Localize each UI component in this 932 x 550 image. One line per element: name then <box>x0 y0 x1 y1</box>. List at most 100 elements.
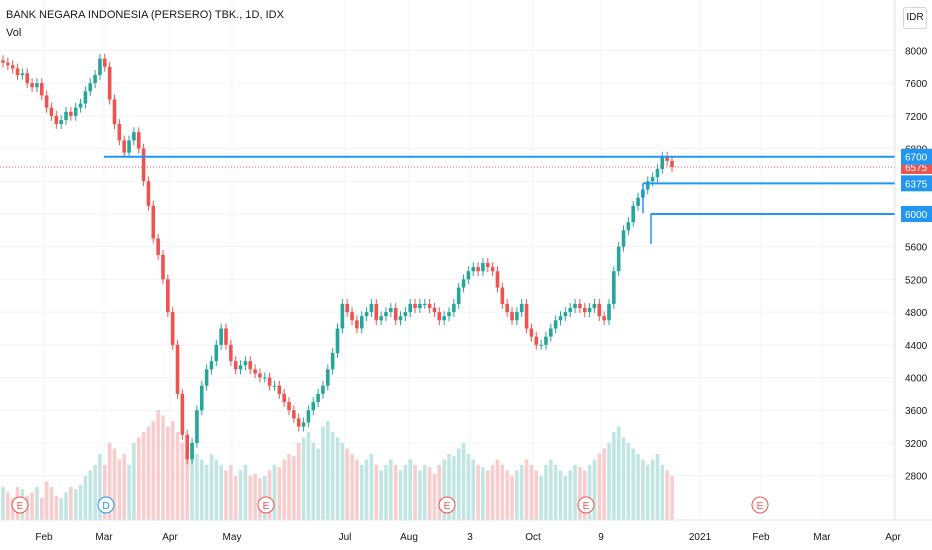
candle-body <box>262 377 267 379</box>
y-tick-label: 5600 <box>905 243 928 254</box>
volume-bar <box>224 470 228 520</box>
candle-body <box>117 124 122 141</box>
event-marker-icon[interactable] <box>751 496 769 514</box>
volume-bar <box>233 476 238 520</box>
candle-body <box>544 336 548 345</box>
volume-bar <box>558 470 563 520</box>
candle-body <box>253 369 257 374</box>
volume-bar <box>93 465 97 520</box>
volume-bar <box>592 459 597 520</box>
candle-body <box>471 267 476 272</box>
volume-bar <box>277 467 282 520</box>
candle-body <box>156 238 160 255</box>
volume-bar <box>59 498 63 520</box>
candle-body <box>587 308 592 313</box>
y-tick-label: 4800 <box>905 308 928 319</box>
volume-bar <box>529 465 534 520</box>
candle-body <box>519 303 524 313</box>
event-marker-label: E <box>17 501 24 512</box>
volume-bar <box>442 459 446 520</box>
event-marker-icon[interactable] <box>97 496 115 514</box>
volume-indicator-label[interactable]: Vol <box>6 27 22 39</box>
candle-body <box>30 83 34 88</box>
volume-bar <box>292 456 296 520</box>
volume-bar <box>117 459 122 520</box>
x-tick-label: Feb <box>752 532 770 543</box>
candle-body <box>292 410 296 419</box>
x-tick-label: 2021 <box>689 532 712 543</box>
candle-body <box>224 328 228 345</box>
event-marker-label: D <box>102 501 109 512</box>
volume-bar <box>195 454 199 520</box>
candle-body <box>73 107 78 116</box>
candle-body <box>461 279 466 288</box>
candle-body <box>170 312 175 345</box>
candle-body <box>636 197 640 206</box>
volume-bar <box>209 454 214 520</box>
candle-body <box>311 402 316 411</box>
volume-bar <box>35 487 39 520</box>
volume-bar <box>364 459 369 520</box>
candle-body <box>408 303 413 313</box>
candle-body <box>650 177 655 182</box>
candle-body <box>442 316 446 321</box>
candle-body <box>495 271 500 288</box>
volume-bar <box>219 465 223 520</box>
volume-bar <box>30 492 34 520</box>
volume-bar <box>379 470 383 520</box>
event-marker-label: E <box>444 501 451 512</box>
volume-bar <box>602 448 606 520</box>
candle-body <box>136 132 141 149</box>
event-marker-icon[interactable] <box>438 496 456 514</box>
volume-bar <box>650 459 655 520</box>
candle-body <box>44 95 49 108</box>
volume-bar <box>485 470 490 520</box>
candle-body <box>219 328 223 345</box>
level-badge <box>901 205 932 222</box>
candle-body <box>161 254 165 280</box>
candle-body <box>326 369 330 386</box>
event-marker-label: E <box>263 501 270 512</box>
volume-bar <box>374 465 379 520</box>
candle-body <box>214 344 219 362</box>
candle-body <box>413 303 417 309</box>
candle-body <box>563 312 568 317</box>
volume-bar <box>466 454 471 520</box>
volume-bar <box>418 470 422 520</box>
volume-bar <box>456 448 461 520</box>
volume-bar <box>427 467 432 520</box>
volume-bar <box>44 481 49 520</box>
volume-bar <box>78 484 83 520</box>
candle-body <box>93 74 97 84</box>
candle-body <box>15 68 20 75</box>
volume-bar <box>64 492 68 520</box>
y-tick-label: 3600 <box>905 406 928 417</box>
candle-body <box>568 308 572 313</box>
currency-badge[interactable]: IDR <box>903 7 927 29</box>
candle-body <box>132 132 136 141</box>
volume-bar <box>229 465 233 520</box>
volume-bar <box>340 443 345 520</box>
candle-body <box>180 393 185 435</box>
candle-body <box>88 83 93 92</box>
volume-bar <box>355 459 359 520</box>
candle-body <box>204 369 209 386</box>
volume-bar <box>500 465 505 520</box>
event-marker-icon[interactable] <box>577 496 595 514</box>
candle-body <box>10 65 15 69</box>
volume-bar <box>626 443 631 520</box>
candle-body <box>490 267 495 272</box>
volume-bar <box>665 470 669 520</box>
candle-body <box>616 246 621 272</box>
volume-bar <box>510 476 514 520</box>
volume-bar <box>151 421 156 520</box>
volume-bar <box>132 443 136 520</box>
x-tick-label: Oct <box>525 532 541 543</box>
event-marker-icon[interactable] <box>257 496 275 514</box>
y-tick-label: 5200 <box>905 275 928 286</box>
candle-body <box>447 312 451 317</box>
volume-bar <box>393 465 398 520</box>
event-marker-icon[interactable] <box>11 496 29 514</box>
volume-bar <box>670 476 674 520</box>
